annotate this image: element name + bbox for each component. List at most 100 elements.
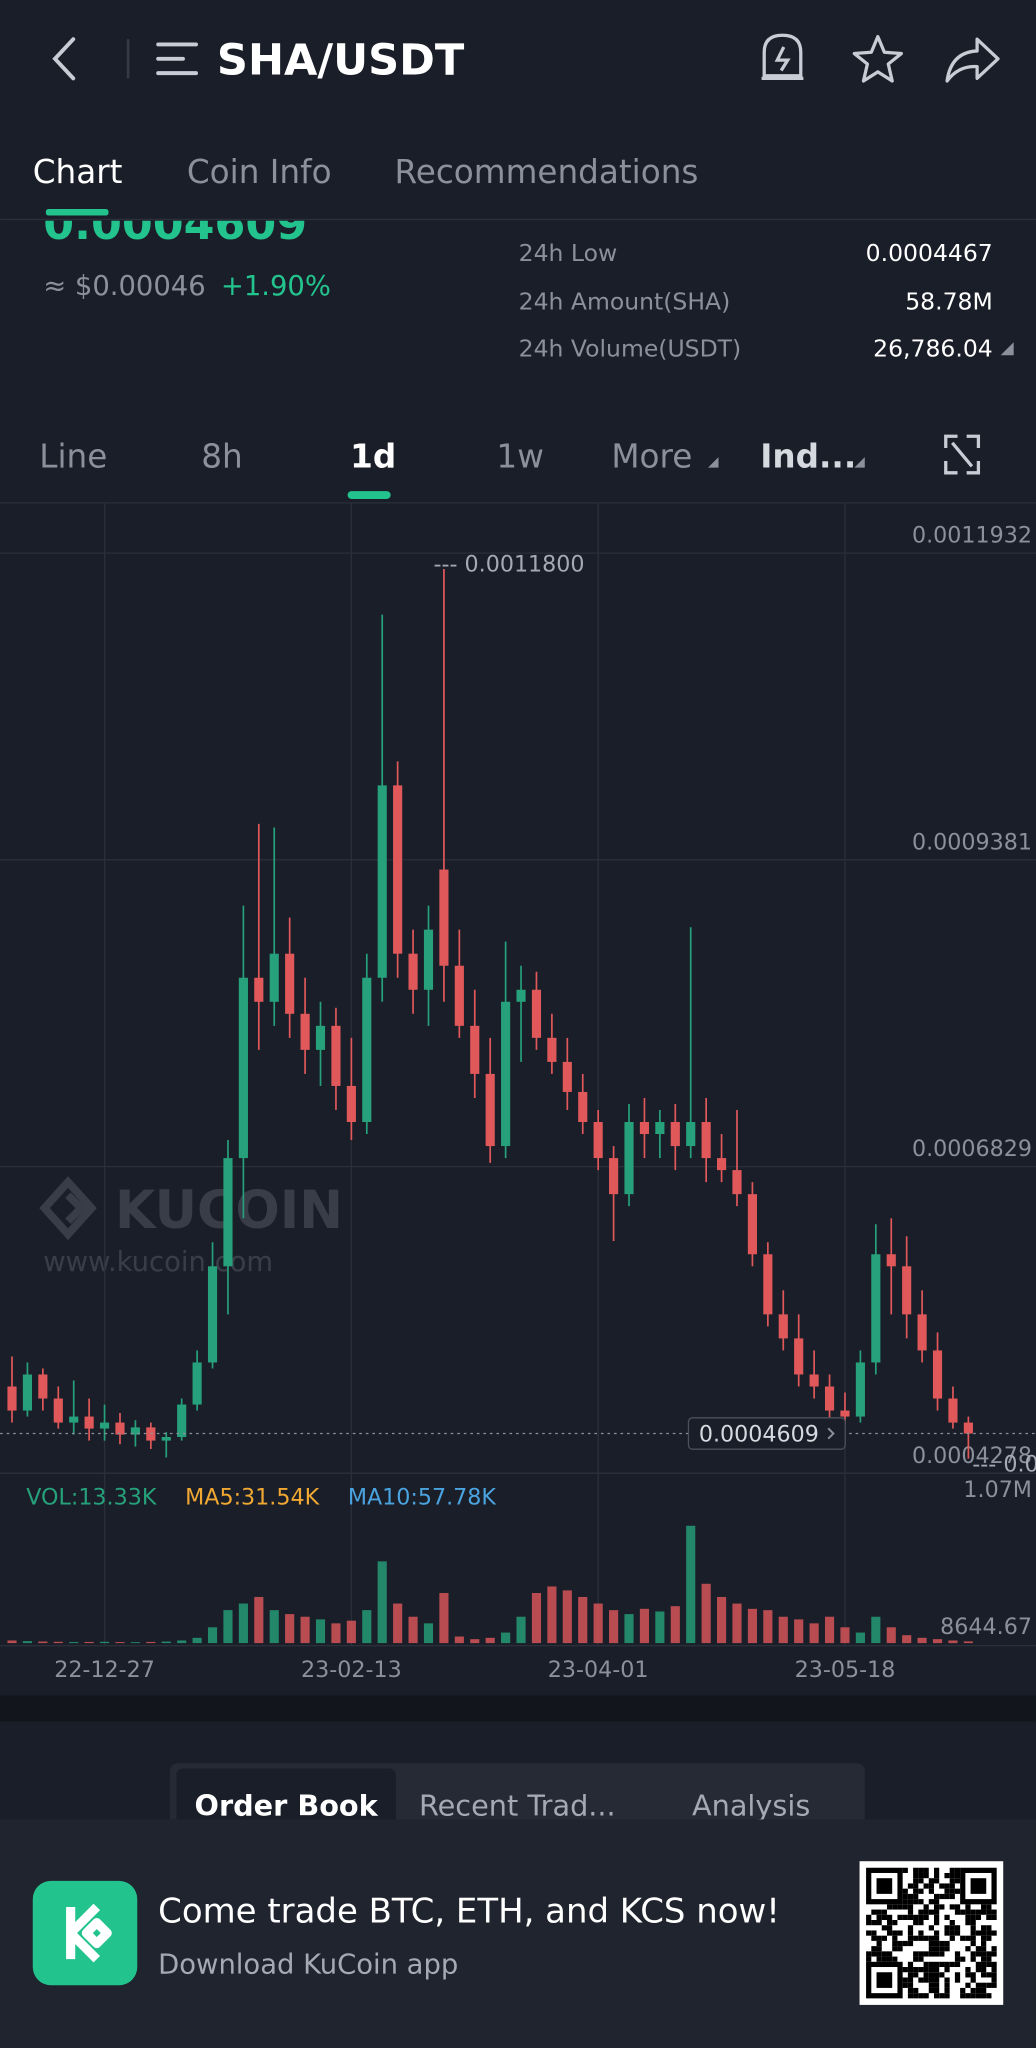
- qr-module: [991, 1972, 997, 1978]
- fullscreen-button[interactable]: [944, 434, 981, 475]
- volume-bar: [840, 1627, 850, 1644]
- volume-bar: [423, 1623, 434, 1644]
- qr-module: [954, 1888, 961, 1894]
- qr-module: [954, 1867, 961, 1873]
- interval[interactable]: 1d: [350, 438, 396, 476]
- tab[interactable]: Coin Info: [187, 153, 332, 191]
- qr-module: [897, 1940, 903, 1947]
- qr-module: [949, 1930, 955, 1936]
- candle-body: [285, 953, 295, 1014]
- qr-module: [923, 1909, 929, 1915]
- qr-module: [907, 1972, 914, 1978]
- qr-module: [949, 1904, 955, 1910]
- min-label: --- 0.0004410: [972, 1452, 1036, 1478]
- qr-module: [923, 1972, 929, 1978]
- qr-module: [934, 1867, 940, 1873]
- qr-module: [965, 1946, 971, 1952]
- qr-module: [907, 1967, 914, 1973]
- volume-bar: [53, 1641, 63, 1644]
- qr-module: [965, 1920, 971, 1926]
- candle-body: [732, 1170, 742, 1195]
- share-button[interactable]: [945, 37, 1000, 83]
- volume-legend: MA5:31.54K: [185, 1485, 320, 1511]
- qr-module: [954, 1972, 961, 1978]
- stat-value: 58.78M: [905, 288, 993, 316]
- qr-module: [986, 1956, 992, 1962]
- volume-bar: [531, 1593, 542, 1644]
- qr-module: [881, 1951, 887, 1957]
- interval[interactable]: More: [611, 438, 692, 476]
- candle-body: [902, 1266, 912, 1315]
- stat-label: 24h Volume(USDT): [519, 335, 742, 363]
- bottom-tab[interactable]: Analysis: [692, 1789, 810, 1823]
- candle-body: [516, 989, 526, 1002]
- qr-module: [975, 1930, 982, 1936]
- qr-module: [902, 1914, 908, 1920]
- candle-body: [346, 1085, 356, 1123]
- qr-module: [876, 1951, 882, 1957]
- qr-module: [970, 1951, 976, 1957]
- favorite-button[interactable]: [852, 34, 903, 83]
- qr-module: [871, 1951, 877, 1957]
- qr-module: [913, 1993, 919, 1999]
- bottom-tab[interactable]: Order Book: [195, 1789, 379, 1823]
- qr-module: [960, 1993, 966, 1999]
- qr-module: [923, 1935, 929, 1941]
- candle-body: [470, 1025, 480, 1074]
- qr-module: [934, 1951, 940, 1957]
- alert-button[interactable]: [761, 33, 804, 80]
- volume-bar: [593, 1603, 603, 1644]
- qr-module: [970, 1935, 976, 1941]
- interval[interactable]: Line: [39, 438, 107, 476]
- qr-module: [960, 1909, 966, 1915]
- qr-module: [907, 1909, 914, 1915]
- qr-module: [923, 1883, 929, 1889]
- qr-module: [907, 1940, 914, 1947]
- volume-bar: [470, 1639, 480, 1644]
- qr-finder: [876, 1972, 893, 1988]
- qr-module: [866, 1920, 872, 1926]
- qr-module: [934, 1982, 940, 1988]
- qr-module: [981, 1925, 987, 1931]
- last-price: 0.0004609: [43, 199, 307, 250]
- candle-body: [794, 1338, 804, 1375]
- qr-module: [871, 1930, 877, 1936]
- dropdown-caret[interactable]: [1000, 342, 1014, 356]
- qr-module: [918, 1888, 924, 1894]
- bottom-tab[interactable]: Recent Trad...: [419, 1789, 616, 1823]
- volume-bar: [917, 1637, 927, 1644]
- y-tick-label: 0.0004278: [912, 1443, 1032, 1469]
- menu-button[interactable]: [156, 42, 198, 76]
- tab[interactable]: Recommendations: [395, 153, 699, 191]
- qr-module: [928, 1967, 934, 1973]
- volume-bar: [732, 1603, 742, 1644]
- selected-tab: [176, 1768, 396, 1829]
- qr-module: [918, 1935, 924, 1941]
- volume-bar: [161, 1641, 171, 1644]
- qr-module: [892, 1956, 898, 1962]
- x-tick-label: 23-05-18: [795, 1657, 896, 1683]
- qr-module: [918, 1951, 924, 1957]
- app-logo-mark: [66, 1903, 112, 1963]
- volume-bar: [809, 1623, 819, 1644]
- volume-bar: [362, 1610, 372, 1644]
- qr-module: [907, 1899, 914, 1905]
- interval[interactable]: 8h: [201, 438, 242, 476]
- qr-module: [986, 1925, 992, 1931]
- qr-module: [897, 1930, 903, 1936]
- candle-body: [207, 1266, 218, 1363]
- qr-module: [981, 1961, 987, 1968]
- tab[interactable]: Chart: [33, 153, 123, 191]
- qr-module: [913, 1867, 919, 1873]
- qr-module: [928, 1972, 934, 1978]
- candle-body: [177, 1404, 187, 1437]
- band: [0, 1695, 1036, 1722]
- qr-module: [918, 1993, 924, 1999]
- back-button[interactable]: [52, 37, 76, 81]
- qr-module: [934, 1930, 940, 1936]
- volume-bar: [902, 1635, 912, 1644]
- volume-bar: [439, 1593, 449, 1644]
- volume-bar: [177, 1640, 187, 1644]
- interval[interactable]: 1w: [496, 438, 543, 476]
- interval[interactable]: Ind...: [760, 438, 856, 476]
